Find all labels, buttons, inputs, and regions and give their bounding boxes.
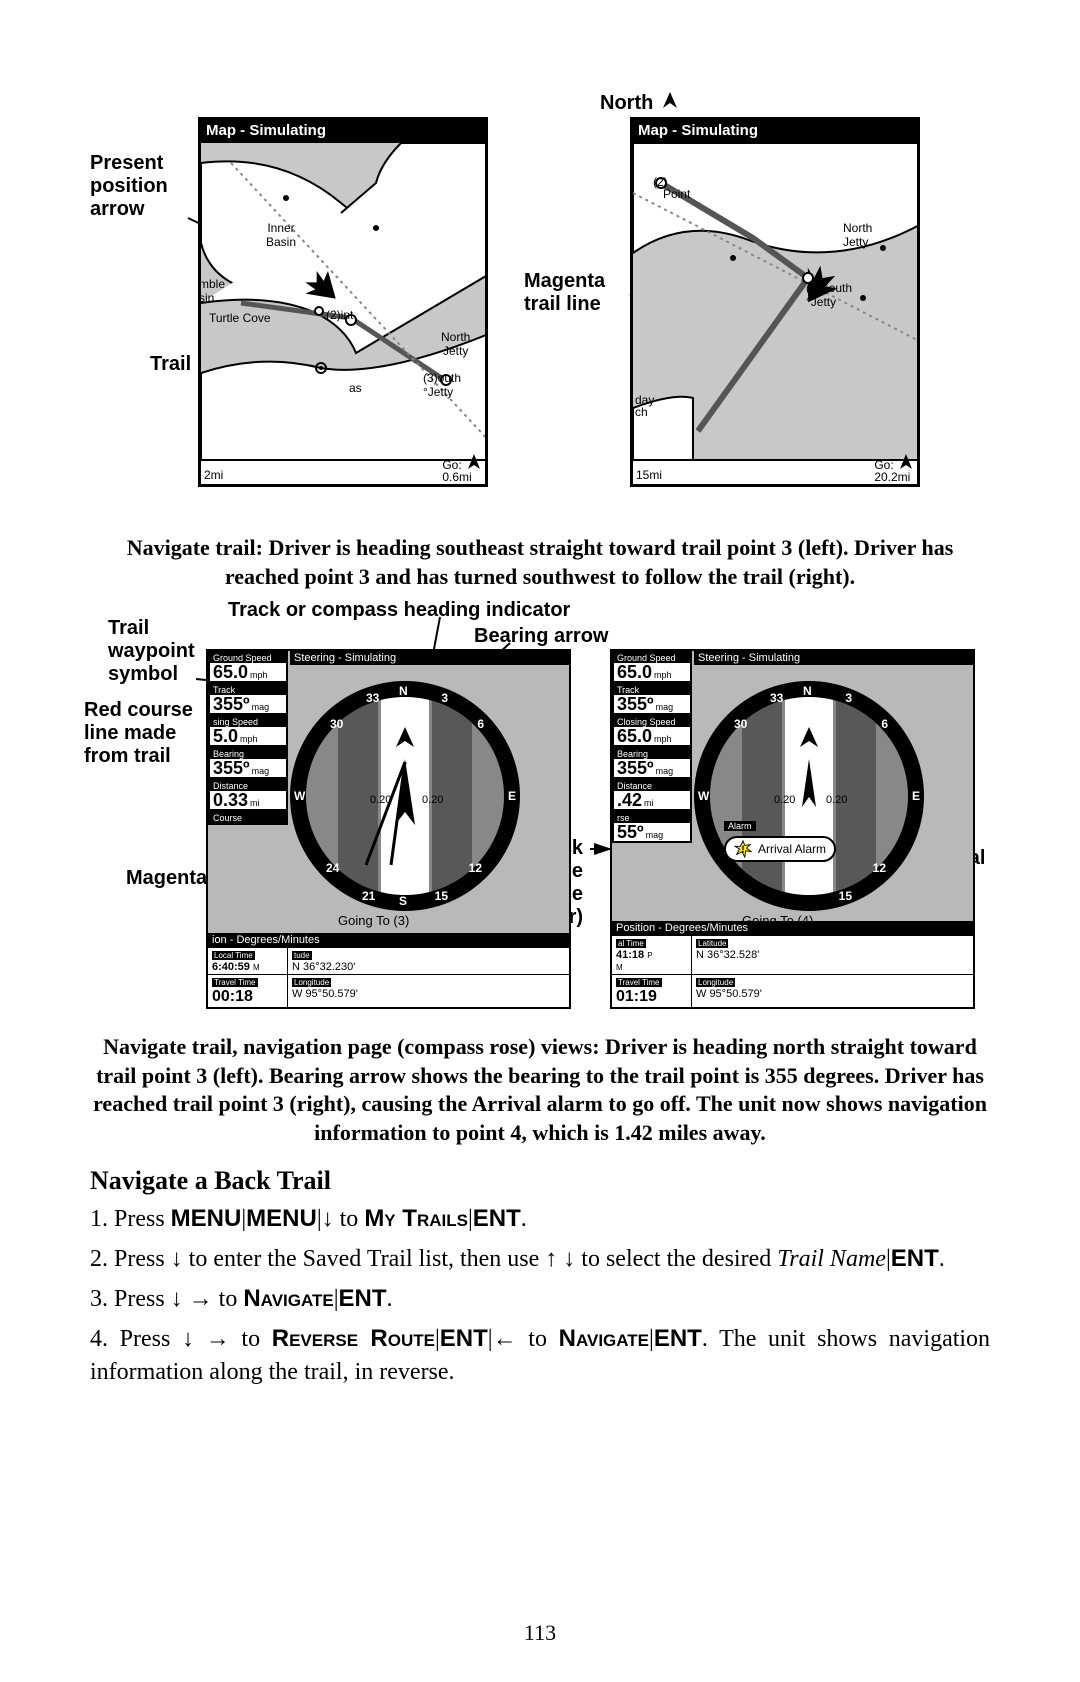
lbl-inner-basin: Inner Basin bbox=[266, 221, 296, 249]
rlbl-ch: ch bbox=[635, 405, 648, 419]
map-left-title: Map - Simulating bbox=[201, 120, 485, 143]
data-box: Bearing355ºmag bbox=[612, 747, 692, 779]
map-right: Map - Simulating (2) Point North Jetty (… bbox=[630, 117, 920, 487]
data-box: Track355ºmag bbox=[208, 683, 288, 715]
data-box: Course bbox=[208, 811, 288, 825]
map-left: Map - Simulating Inner Basin bbox=[198, 117, 488, 487]
lbl-as: as bbox=[349, 381, 362, 395]
step-2: 2. Press to enter the Saved Trail list, … bbox=[90, 1242, 990, 1276]
map-left-gobox: Go: 0.6mi bbox=[442, 453, 483, 483]
map-right-title: Map - Simulating bbox=[633, 120, 917, 143]
step-3: 3. Press to Navigate|ENT. bbox=[90, 1282, 990, 1316]
map-left-scale: 2mi bbox=[204, 468, 223, 482]
callout-north: North bbox=[600, 90, 681, 115]
rlbl-p3: (3)South °Jetty bbox=[806, 281, 852, 309]
caption-fig2: Navigate trail, navigation page (compass… bbox=[90, 1033, 990, 1147]
steering-bar-r: Steering - Simulating bbox=[694, 651, 973, 665]
caption-fig1: Navigate trail: Driver is heading southe… bbox=[90, 534, 990, 591]
data-box: Ground Speed65.0mph bbox=[208, 651, 288, 683]
callout-track-heading: Track or compass heading indicator bbox=[228, 599, 570, 622]
callout-present-position: Present position arrow bbox=[90, 152, 168, 221]
gauge-page-right: Steering - Simulating Ground Speed65.0mp… bbox=[610, 649, 975, 1009]
data-box: rse55ºmag bbox=[612, 811, 692, 843]
data-box: sing Speed5.0mph bbox=[208, 715, 288, 747]
map-right-scale: 15mi bbox=[636, 468, 662, 482]
data-box: Ground Speed65.0mph bbox=[612, 651, 692, 683]
step-4: 4. Press to Reverse Route|ENT| to Naviga… bbox=[90, 1322, 990, 1389]
svg-text:0.20: 0.20 bbox=[370, 794, 391, 806]
going-to-l: Going To (3) bbox=[338, 913, 409, 928]
rlbl-point: Point bbox=[663, 187, 690, 201]
data-box: Distance0.33mi bbox=[208, 779, 288, 811]
data-box: Closing Speed65.0mph bbox=[612, 715, 692, 747]
gauge-page-left: Steering - Simulating Ground Speed65.0mp… bbox=[206, 649, 571, 1009]
lbl-p2: (2)int bbox=[326, 308, 353, 322]
arrival-alarm-bubble: ! Arrival Alarm bbox=[724, 836, 836, 862]
steering-bar-l: Steering - Simulating bbox=[290, 651, 569, 665]
step-1: 1. Press MENU|MENU| to My Trails|ENT. bbox=[90, 1202, 990, 1236]
svg-text:0.20: 0.20 bbox=[774, 794, 795, 806]
callout-trail-wp: Trail waypoint symbol bbox=[108, 617, 195, 686]
rlbl-nj: North Jetty bbox=[843, 221, 872, 249]
data-box: Distance.42mi bbox=[612, 779, 692, 811]
callout-bearing-arrow: Bearing arrow bbox=[474, 625, 608, 648]
svg-text:0.20: 0.20 bbox=[422, 794, 443, 806]
lbl-mble: mble sin bbox=[201, 277, 225, 305]
data-box: Track355ºmag bbox=[612, 683, 692, 715]
section-heading: Navigate a Back Trail bbox=[90, 1166, 990, 1196]
lbl-turtle: Turtle Cove bbox=[209, 311, 271, 325]
page-number: 113 bbox=[0, 1620, 1080, 1646]
callout-magenta-trail: Magenta trail line bbox=[524, 270, 605, 316]
svg-text:!: ! bbox=[741, 845, 744, 856]
svg-text:0.20: 0.20 bbox=[826, 794, 847, 806]
data-box: Bearing355ºmag bbox=[208, 747, 288, 779]
callout-red-course: Red course line made from trail bbox=[84, 699, 193, 768]
north-text: North bbox=[600, 92, 653, 114]
lbl-p3: (3)outh °Jetty bbox=[423, 371, 461, 399]
map-right-gobox: Go: 20.2mi bbox=[874, 453, 915, 483]
lbl-nj: North Jetty bbox=[441, 330, 470, 358]
